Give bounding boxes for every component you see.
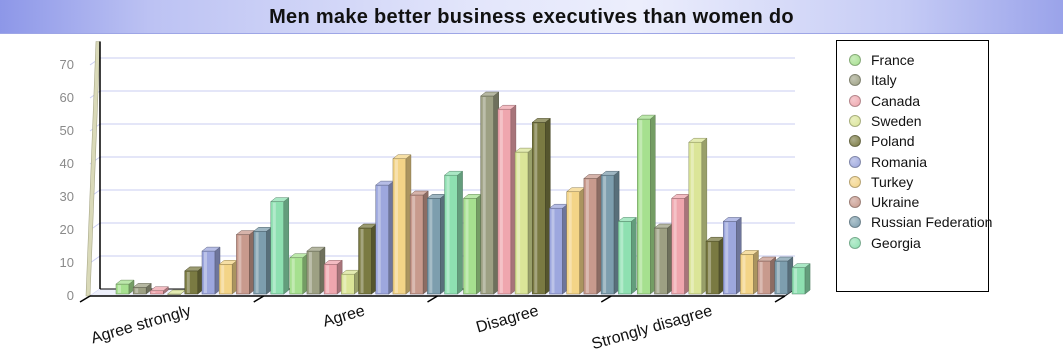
x-tick-mark	[774, 295, 786, 303]
legend-label: France	[871, 52, 915, 68]
bar-france-1	[289, 253, 309, 295]
legend-item: Romania	[849, 152, 927, 172]
bar-sweden-2	[514, 147, 534, 295]
title-bar: Men make better business executives than…	[0, 0, 1063, 34]
legend-label: Georgia	[871, 234, 921, 251]
y-tick-label: 40	[60, 156, 74, 171]
bar-italy-0	[132, 282, 152, 295]
legend-swatch	[849, 155, 861, 168]
bar-ukraine-2	[583, 173, 603, 295]
bar-sweden-3	[688, 137, 708, 295]
bar-russian-federation-2	[600, 170, 620, 295]
chart-title: Men make better business executives than…	[269, 6, 794, 28]
legend-label: Italy	[871, 72, 897, 89]
x-tick-mark	[600, 295, 612, 303]
legend-item: Georgia	[849, 233, 921, 253]
x-tick-mark	[253, 295, 265, 303]
y-tick-label: 20	[60, 222, 74, 237]
bar-france-0	[115, 279, 135, 295]
bar-sweden-1	[340, 269, 361, 295]
x-tick-mark	[427, 295, 438, 303]
bar-poland-3	[705, 236, 725, 295]
legend-swatch	[849, 135, 861, 148]
legend-label: Ukraine	[871, 194, 920, 211]
bar-turkey-1	[392, 154, 412, 295]
bar-poland-0	[184, 266, 204, 295]
legend-item: Poland	[849, 131, 915, 151]
legend-label: Poland	[871, 133, 915, 150]
legend-swatch	[849, 216, 861, 229]
y-tick-label: 50	[60, 123, 74, 138]
bar-italy-2	[479, 91, 500, 295]
legend-item: France	[849, 50, 915, 70]
legend: France Italy Canada Sweden Poland Romania Turk…	[836, 40, 992, 292]
bar-poland-2	[531, 117, 552, 295]
bar-canada-3	[670, 193, 691, 295]
legend-item: Sweden	[849, 111, 922, 131]
legend-swatch	[849, 74, 861, 87]
x-tick-label: Agree strongly	[89, 303, 193, 348]
x-tick-label: Agree	[321, 302, 367, 330]
x-tick-label: Strongly disagree	[590, 302, 714, 353]
bar-romania-3	[722, 216, 742, 295]
bar-france-3	[636, 114, 656, 295]
bar-turkey-2	[565, 187, 586, 295]
legend-item: Russian Federation	[849, 212, 992, 232]
bar-russian-federation-1	[426, 193, 447, 295]
bar-italy-1	[306, 246, 326, 295]
bar-turkey-3	[739, 249, 760, 295]
bar-canada-2	[497, 104, 517, 295]
bar-poland-1	[357, 223, 378, 295]
legend-swatch	[849, 175, 861, 188]
bar-france-2	[462, 193, 483, 295]
bar-ukraine-1	[409, 190, 429, 295]
legend-swatch	[849, 114, 861, 127]
bar-romania-0	[201, 246, 221, 295]
legend-swatch	[849, 54, 861, 66]
y-tick-label: 30	[60, 189, 74, 204]
legend-swatch	[849, 94, 861, 107]
bar-georgia-3	[791, 263, 811, 295]
bar-georgia-1	[443, 170, 464, 295]
bar-italy-3	[653, 223, 674, 295]
bar-russian-federation-0	[252, 226, 273, 295]
y-tick-label: 60	[60, 90, 74, 105]
legend-swatch	[849, 236, 861, 249]
legend-label: Sweden	[871, 112, 922, 129]
y-tick-label: 70	[60, 57, 74, 72]
legend-label: Romania	[871, 153, 928, 170]
legend-swatch	[849, 196, 861, 209]
bar-ukraine-0	[235, 230, 256, 295]
legend-label: Russian Federation	[871, 214, 993, 231]
bar-georgia-0	[270, 197, 290, 295]
bar-turkey-0	[218, 259, 238, 295]
bar-romania-2	[548, 203, 569, 295]
legend-label: Canada	[871, 92, 921, 109]
gridline-depth	[89, 255, 101, 264]
bar-russian-federation-3	[774, 256, 794, 295]
legend-item: Italy	[849, 70, 897, 90]
legend-item: Turkey	[849, 172, 913, 192]
y-tick-label: 0	[67, 288, 74, 303]
x-tick-mark	[79, 295, 91, 303]
legend-item: Canada	[849, 91, 920, 111]
bar-ukraine-3	[756, 256, 777, 295]
bar-canada-1	[323, 259, 343, 295]
bar-georgia-2	[617, 216, 638, 295]
legend-item: Ukraine	[849, 192, 919, 212]
legend-label: Turkey	[871, 173, 914, 190]
x-tick-label: Disagree	[474, 302, 540, 336]
bar-canada-0	[149, 286, 170, 295]
bar-romania-1	[375, 180, 395, 295]
y-tick-label: 10	[60, 255, 74, 270]
